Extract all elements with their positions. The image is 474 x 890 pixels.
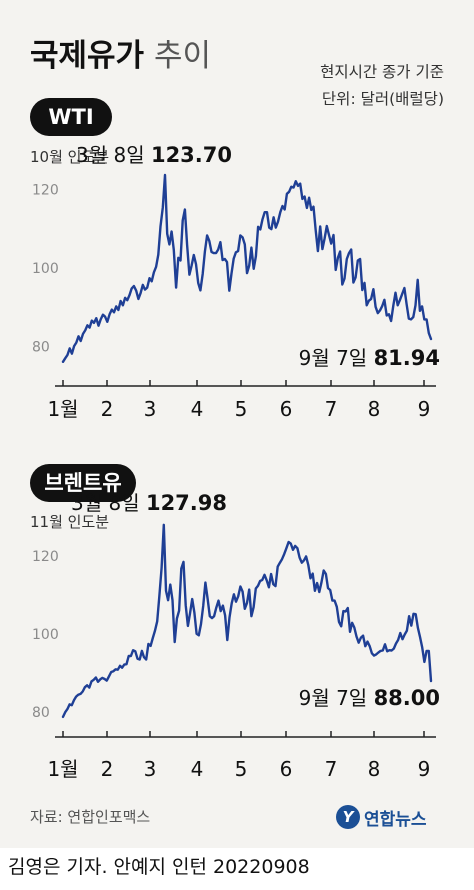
brent-y-tick-label: 120 — [32, 549, 59, 565]
wti-x-tick-label: 8 — [368, 397, 381, 421]
brent-x-tick-label: 2 — [101, 757, 114, 781]
wti-annotation-date: 3월 8일 — [76, 143, 151, 167]
wti-x-tick-label: 4 — [191, 397, 204, 421]
wti-x-tick-label: 9 — [418, 397, 431, 421]
wti-annotation: 9월 7일 81.94 — [299, 346, 440, 370]
source-note: 자료: 연합인포맥스 — [30, 808, 151, 826]
brent-x-tick-label: 1월 — [47, 757, 78, 781]
brent-x-tick-label: 4 — [191, 757, 204, 781]
brent-x-tick-label: 3 — [144, 757, 157, 781]
wti-x-tick-label: 3 — [144, 397, 157, 421]
wti-x-tick-label: 1월 — [47, 397, 78, 421]
charts-canvas: 80 100 120 1월 2 3 4 5 6 7 8 9 3월 8일 123.70 9월 7일 81.9… — [32, 143, 440, 781]
brent-annotation-value: 127.98 — [146, 491, 227, 515]
credit-line: 김영은 기자. 안예지 인턴 20220908 — [8, 856, 310, 878]
wti-annotation-value: 123.70 — [151, 143, 232, 167]
wti-subtitle: 10월 인도분 — [30, 148, 110, 166]
brent-annotation-value: 88.00 — [374, 686, 440, 710]
note-unit: 단위: 달러(배럴당) — [321, 90, 444, 108]
brent-x-tick-label: 7 — [325, 757, 338, 781]
brent-y-tick-label: 80 — [32, 705, 50, 721]
brent-y-tick-label: 100 — [32, 627, 59, 643]
wti-y-tick-label: 100 — [32, 261, 59, 277]
wti-x-tick-label: 5 — [235, 397, 248, 421]
brent-x-tick-label: 5 — [235, 757, 248, 781]
wti-y-tick-label: 80 — [32, 339, 50, 355]
note-basis: 현지시간 종가 기준 — [320, 63, 444, 81]
page-title: 국제유가 추이 — [30, 30, 211, 75]
brent-x-tick-label: 9 — [418, 757, 431, 781]
wti-annotation: 3월 8일 123.70 — [76, 143, 232, 167]
wti-annotation-date: 9월 7일 — [299, 346, 374, 370]
wti-annotation-value: 81.94 — [374, 346, 440, 370]
brent-subtitle: 11월 인도분 — [30, 513, 110, 531]
brent-badge: 브렌트유 — [30, 464, 136, 502]
brent-price-line — [61, 523, 433, 719]
brent-annotation-date: 3월 8일 — [71, 491, 146, 515]
brent-annotation: 9월 7일 88.00 — [299, 686, 440, 710]
wti-x-tick-label: 2 — [101, 397, 114, 421]
chart-card — [0, 0, 474, 848]
logo-mark-icon: Y — [336, 805, 360, 829]
brent-annotation-date: 9월 7일 — [299, 686, 374, 710]
wti-price-line — [61, 173, 433, 363]
logo-text: 연합뉴스 — [364, 809, 427, 830]
wti-badge: WTI — [30, 98, 112, 136]
title-bold: 국제유가 — [30, 38, 145, 74]
yonhap-logo: Y 연합뉴스 — [336, 803, 427, 831]
title-light: 추이 — [153, 38, 211, 74]
brent-annotation: 3월 8일 127.98 — [71, 491, 227, 515]
wti-y-tick-label: 120 — [32, 182, 59, 198]
wti-x-tick-label: 7 — [325, 397, 338, 421]
brent-x-tick-label: 6 — [280, 757, 293, 781]
brent-x-tick-label: 8 — [368, 757, 381, 781]
wti-x-tick-label: 6 — [280, 397, 293, 421]
